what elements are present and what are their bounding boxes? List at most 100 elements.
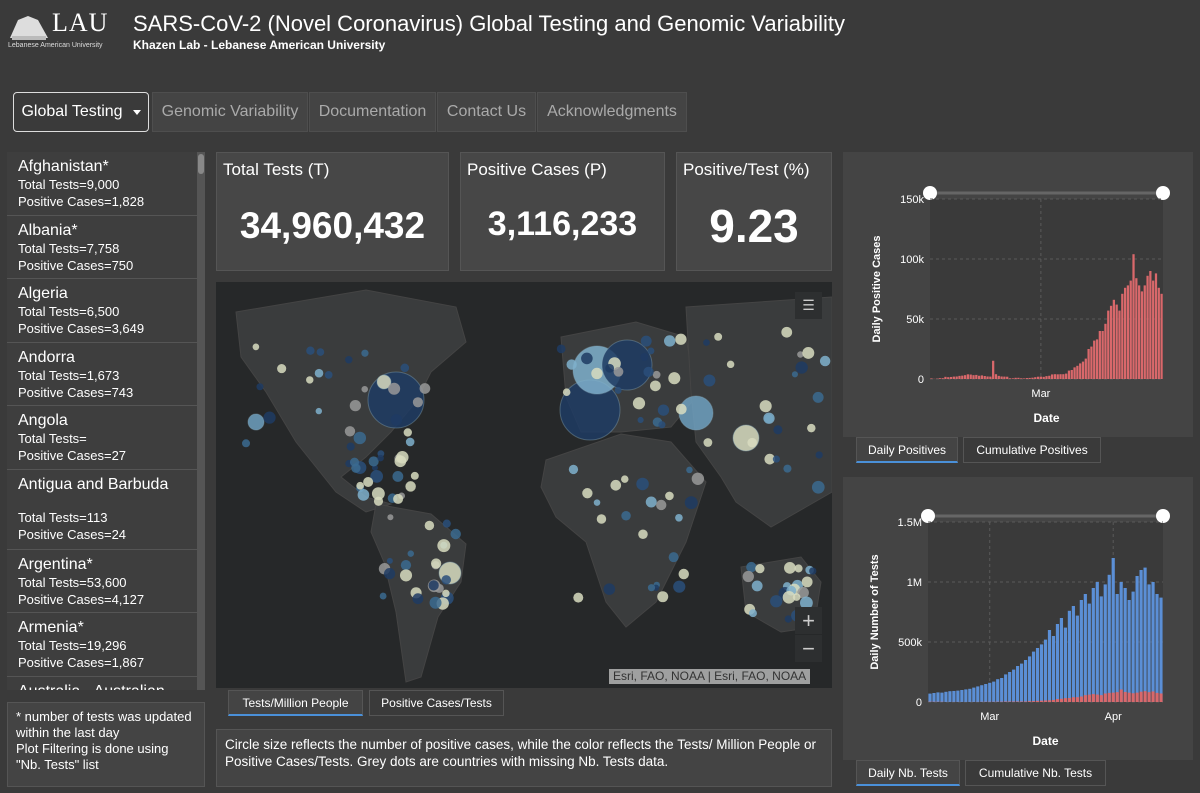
bar	[1003, 376, 1006, 379]
nav-dropdown[interactable]: Global Testing	[13, 92, 149, 132]
bar	[1111, 558, 1115, 702]
bar	[936, 692, 940, 702]
bar	[1056, 374, 1059, 379]
bar	[1020, 663, 1024, 702]
country-item[interactable]: Algeria Total Tests=6,500 Positive Cases=3…	[7, 279, 197, 343]
country-item[interactable]: Argentina* Total Tests=53,600 Positive Cas…	[7, 550, 197, 613]
bar	[1159, 597, 1163, 702]
map-caption: Circle size reflects the number of posit…	[216, 729, 832, 787]
y-tick-label: 1M	[907, 577, 922, 589]
map-dot	[573, 592, 584, 603]
bar	[976, 686, 980, 702]
bar	[1155, 594, 1159, 702]
map-dot	[656, 499, 667, 511]
bar	[1027, 656, 1032, 702]
bar	[1083, 695, 1087, 702]
map-dot	[393, 493, 404, 504]
country-tests: Total Tests=19,296	[18, 638, 127, 653]
nav-tab[interactable]: Contact Us	[437, 92, 536, 132]
map-dot	[640, 335, 652, 347]
bar	[928, 693, 932, 702]
map-dot	[673, 580, 686, 593]
bar	[1047, 630, 1052, 702]
country-name: Afghanistan*	[18, 158, 109, 175]
nav-tab[interactable]: Acknowledgments	[537, 92, 687, 132]
map-dot	[419, 383, 431, 394]
map-dot	[603, 583, 616, 595]
bar	[938, 378, 941, 379]
bar	[988, 682, 992, 702]
zoom-in[interactable]: +	[795, 607, 822, 634]
map-dot	[632, 397, 646, 410]
range-handle[interactable]	[1156, 186, 1170, 200]
footnote: * number of tests was updated within the…	[7, 702, 205, 787]
chart-tab[interactable]: Cumulative Positives	[963, 437, 1101, 463]
x-tick-label: Mar	[1031, 388, 1050, 400]
bar	[1147, 692, 1151, 702]
map-dot	[399, 569, 413, 582]
map-dot	[407, 550, 414, 557]
bar	[958, 375, 961, 379]
map-dot	[394, 455, 407, 468]
map[interactable]: ☰ + − Esri, FAO, NOAA | Esri, FAO, NOAA	[216, 282, 832, 688]
chart-tab[interactable]: Daily Positives	[856, 437, 958, 463]
x-tick-label: Apr	[1105, 711, 1122, 723]
nav-tab[interactable]: Genomic Variability	[152, 92, 308, 132]
chart-tab[interactable]: Cumulative Nb. Tests	[965, 760, 1106, 786]
zoom-out[interactable]: −	[795, 635, 822, 662]
bar	[1112, 299, 1115, 379]
bar	[1135, 278, 1138, 379]
page-subtitle: Khazen Lab - Lebanese American Universit…	[133, 38, 386, 52]
bar	[1070, 370, 1073, 379]
country-item[interactable]: Andorra Total Tests=1,673 Positive Cases=7…	[7, 343, 197, 406]
map-dot	[371, 487, 385, 501]
map-dot	[621, 510, 631, 521]
bar	[1071, 606, 1075, 702]
bar	[997, 375, 1000, 379]
scrollbar[interactable]	[197, 152, 205, 690]
country-item[interactable]: Australia - Australian	[7, 677, 197, 691]
range-handle[interactable]	[1156, 509, 1170, 523]
bar	[1067, 610, 1071, 702]
bar	[1115, 594, 1119, 702]
country-tests: Total Tests=1,673	[18, 367, 120, 383]
range-handle[interactable]	[923, 186, 937, 200]
chart-tab[interactable]: Daily Nb. Tests	[856, 760, 960, 786]
map-dot	[562, 388, 571, 396]
country-item[interactable]: Antigua and Barbuda Total Tests=113 Positi…	[7, 470, 197, 550]
chart-panel: 0 500k 1M 1.5M Mar Apr Daily Number of Tests Da…	[843, 477, 1193, 760]
country-item[interactable]: Angola Total Tests= Positive Cases=27	[7, 406, 197, 470]
bar	[1107, 574, 1111, 702]
bar	[986, 376, 989, 379]
bar	[1036, 376, 1040, 379]
bar	[1131, 591, 1135, 702]
map-dot	[593, 499, 601, 506]
bar	[1103, 693, 1107, 702]
range-handle[interactable]	[921, 509, 935, 523]
bar	[955, 376, 958, 379]
country-item[interactable]: Albania* Total Tests=7,758 Positive Cases=…	[7, 216, 197, 279]
map-dot	[773, 425, 783, 435]
logo-subtext: Lebanese American University	[8, 42, 103, 49]
bar	[1095, 339, 1099, 379]
map-dot	[412, 593, 424, 605]
bar	[1008, 672, 1012, 702]
map-tab[interactable]: Tests/Million People	[228, 690, 363, 716]
y-tick-label: 0	[916, 697, 922, 709]
bar	[1091, 694, 1095, 702]
bar	[978, 375, 981, 379]
legend-button[interactable]: ☰	[795, 292, 822, 319]
country-positives: Positive Cases=4,127	[18, 591, 145, 607]
country-item[interactable]: Armenia* Total Tests=19,296 Positive Cases…	[7, 613, 197, 677]
bar	[948, 691, 952, 702]
bar	[1063, 698, 1068, 702]
nav-tab[interactable]: Documentation	[309, 92, 436, 132]
map-tab[interactable]: Positive Cases/Tests	[369, 690, 504, 716]
bar	[1147, 584, 1151, 702]
country-item[interactable]: Afghanistan* Total Tests=9,000 Positive Ca…	[7, 152, 197, 216]
scroll-thumb[interactable]	[198, 154, 204, 174]
bar	[1011, 378, 1014, 379]
bar	[1062, 374, 1065, 379]
map-dot	[770, 595, 783, 608]
country-tests: Total Tests=6,500	[18, 304, 120, 319]
